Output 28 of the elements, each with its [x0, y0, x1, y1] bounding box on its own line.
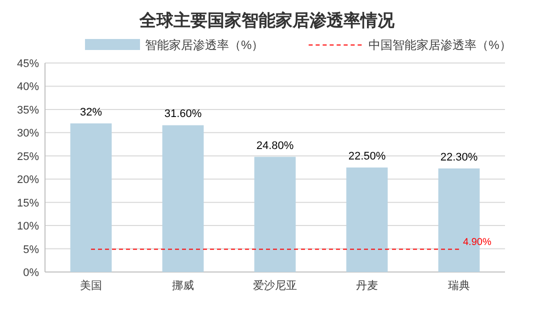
y-tick-label: 5% [23, 244, 40, 256]
y-tick-label: 30% [16, 128, 40, 140]
bar [70, 123, 112, 272]
y-tick-label: 25% [16, 150, 40, 163]
x-tick-label: 爱沙尼亚 [253, 279, 297, 292]
x-tick-label: 美国 [80, 279, 102, 292]
y-tick-label: 35% [16, 104, 40, 116]
data-label: 22.30% [440, 151, 478, 164]
legend-label: 智能家居渗透率（%） [145, 38, 264, 52]
data-label: 24.80% [256, 140, 294, 152]
bar [162, 125, 204, 272]
y-tick-label: 15% [16, 197, 40, 210]
data-label: 22.50% [348, 150, 386, 162]
x-tick-label: 丹麦 [356, 279, 378, 292]
y-tick-label: 20% [16, 174, 40, 186]
data-label: 32% [80, 106, 102, 118]
y-tick-label: 45% [16, 58, 40, 70]
data-label: 4.90% [463, 237, 492, 248]
x-tick-label: 瑞典 [448, 279, 470, 292]
bar [346, 168, 388, 272]
bar [254, 156, 296, 272]
y-tick-label: 40% [16, 81, 40, 94]
data-label: 31.60% [164, 108, 202, 120]
chart-title: 全球主要国家智能家居渗透率情况 [138, 11, 396, 30]
x-tick-label: 挪威 [172, 279, 194, 292]
y-tick-label: 10% [16, 220, 40, 233]
y-tick-label: 0% [23, 267, 40, 279]
legend-label: 中国智能家居渗透率（%） [368, 38, 512, 52]
